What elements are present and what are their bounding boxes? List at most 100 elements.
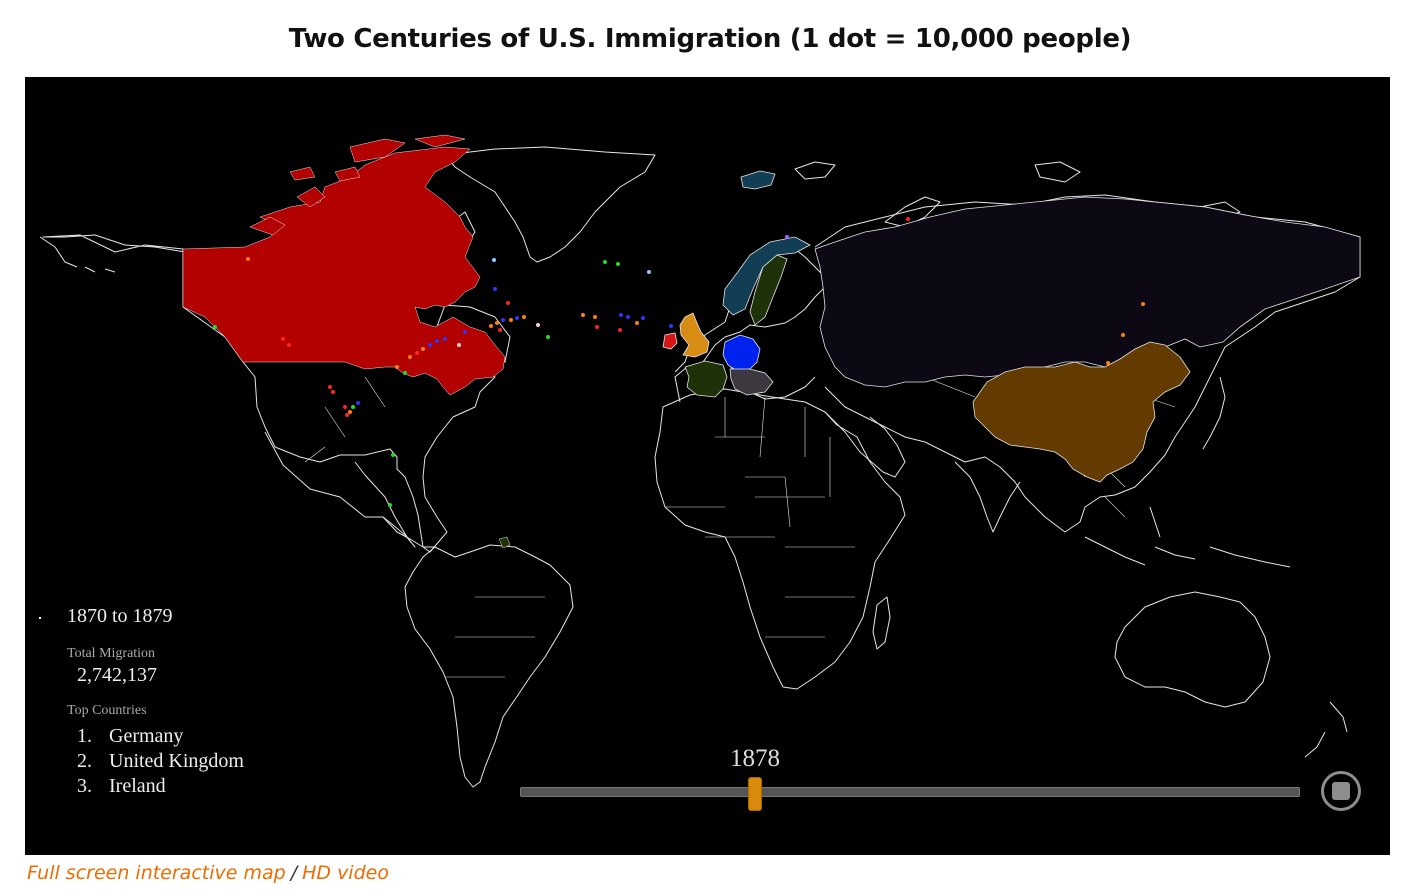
migration-dot bbox=[345, 413, 349, 417]
migration-dot bbox=[581, 313, 585, 317]
svalbard-outline bbox=[794, 161, 836, 180]
migration-dot bbox=[213, 325, 217, 329]
migration-dot bbox=[501, 318, 505, 322]
japan-outline bbox=[1202, 376, 1226, 450]
migration-dot bbox=[641, 316, 645, 320]
south-america-outline bbox=[404, 544, 574, 788]
migration-dot bbox=[457, 343, 461, 347]
top-country-item: 3. Ireland bbox=[77, 775, 244, 800]
migration-dot bbox=[616, 262, 620, 266]
norway-shape bbox=[722, 236, 811, 316]
migration-dot bbox=[287, 343, 291, 347]
mexico-outline bbox=[264, 431, 416, 548]
africa-outline bbox=[654, 388, 906, 690]
migration-dot bbox=[546, 335, 550, 339]
top-country-name: Germany bbox=[109, 725, 184, 747]
top-country-rank: 3. bbox=[77, 775, 92, 797]
migration-dot bbox=[489, 324, 493, 328]
madagascar-outline bbox=[872, 596, 891, 650]
migration-dot bbox=[906, 217, 910, 221]
migration-dot bbox=[351, 405, 355, 409]
migration-dot bbox=[506, 301, 510, 305]
year-slider[interactable] bbox=[520, 777, 1300, 811]
migration-dot bbox=[331, 390, 335, 394]
alaska-islands bbox=[39, 236, 116, 273]
migration-dot bbox=[647, 270, 651, 274]
stop-button[interactable] bbox=[1321, 771, 1361, 811]
migration-dot bbox=[618, 328, 622, 332]
top-country-rank: 2. bbox=[77, 750, 92, 772]
top-country-item: 1. Germany bbox=[77, 725, 244, 750]
migration-dot bbox=[603, 260, 607, 264]
info-panel: 1870 to 1879 Total Migration 2,742,137 T… bbox=[39, 605, 244, 800]
india-outline bbox=[954, 461, 1021, 533]
migration-dot bbox=[343, 405, 347, 409]
french-guiana-shape bbox=[498, 536, 511, 549]
greenland-outline bbox=[444, 146, 656, 263]
migration-dot bbox=[391, 453, 395, 457]
world-map bbox=[39, 134, 1361, 788]
top-country-name: United Kingdom bbox=[109, 750, 244, 772]
migration-dot bbox=[619, 313, 623, 317]
migration-dot bbox=[785, 235, 789, 239]
migration-dot bbox=[492, 258, 496, 262]
france-shape bbox=[684, 360, 728, 398]
ireland-shape bbox=[662, 332, 678, 350]
page-title: Two Centuries of U.S. Immigration (1 dot… bbox=[288, 24, 1132, 54]
top-countries-label: Top Countries bbox=[67, 703, 147, 718]
migration-dots bbox=[213, 217, 1145, 507]
top-country-item: 2. United Kingdom bbox=[77, 750, 244, 775]
migration-dot bbox=[348, 410, 352, 414]
severnaya-outline bbox=[1034, 161, 1081, 183]
interactive-map-link[interactable]: Full screen interactive map bbox=[27, 862, 286, 884]
migration-dot bbox=[356, 401, 360, 405]
migration-dot bbox=[443, 337, 447, 341]
migration-dot bbox=[1121, 333, 1125, 337]
philippines-outline bbox=[1149, 506, 1161, 538]
migration-dot bbox=[536, 323, 540, 327]
slider-handle[interactable] bbox=[747, 777, 762, 811]
migration-dot bbox=[415, 351, 419, 355]
canada-arctic-islands bbox=[249, 134, 466, 236]
iceland-shape bbox=[740, 170, 776, 190]
migration-dot bbox=[403, 371, 407, 375]
migration-dot bbox=[328, 385, 332, 389]
link-separator: / bbox=[290, 862, 298, 884]
migration-dot bbox=[522, 315, 526, 319]
migration-dot bbox=[388, 503, 392, 507]
migration-dot bbox=[635, 321, 639, 325]
migration-dot bbox=[515, 316, 519, 320]
australia-outline bbox=[1114, 591, 1271, 708]
total-migration-value: 2,742,137 bbox=[77, 664, 157, 686]
migration-dot bbox=[669, 324, 673, 328]
migration-dot bbox=[421, 347, 425, 351]
migration-dot bbox=[495, 321, 499, 325]
migration-dot bbox=[498, 328, 502, 332]
migration-dot bbox=[246, 257, 250, 261]
migration-dot bbox=[428, 343, 432, 347]
period-label: 1870 to 1879 bbox=[67, 605, 173, 627]
migration-dot bbox=[509, 318, 513, 322]
china-shape bbox=[972, 341, 1191, 483]
united-kingdom-shape bbox=[679, 312, 710, 358]
migration-dot bbox=[593, 315, 597, 319]
migration-dot bbox=[463, 330, 467, 334]
immigration-map[interactable]: 1870 to 1879 Total Migration 2,742,137 T… bbox=[25, 77, 1390, 855]
central-america-outline bbox=[382, 516, 435, 548]
legend-dot bbox=[39, 617, 41, 619]
migration-dot bbox=[395, 365, 399, 369]
slider-year-label: 1878 bbox=[730, 745, 780, 772]
sweden-shape bbox=[749, 254, 788, 326]
migration-dot bbox=[435, 339, 439, 343]
total-migration-label: Total Migration bbox=[67, 646, 156, 661]
hd-video-link[interactable]: HD video bbox=[302, 862, 389, 884]
asia-outline bbox=[814, 194, 1361, 533]
footer-links: Full screen interactive map / HD video bbox=[27, 862, 389, 884]
indonesia-outline bbox=[1084, 536, 1291, 568]
top-countries-list: 1. Germany 2. United Kingdom 3. Ireland bbox=[77, 725, 244, 800]
arabia-outline bbox=[824, 411, 906, 478]
migration-dot bbox=[595, 325, 599, 329]
migration-dot bbox=[1106, 361, 1110, 365]
top-country-name: Ireland bbox=[109, 775, 166, 797]
migration-dot bbox=[626, 315, 630, 319]
